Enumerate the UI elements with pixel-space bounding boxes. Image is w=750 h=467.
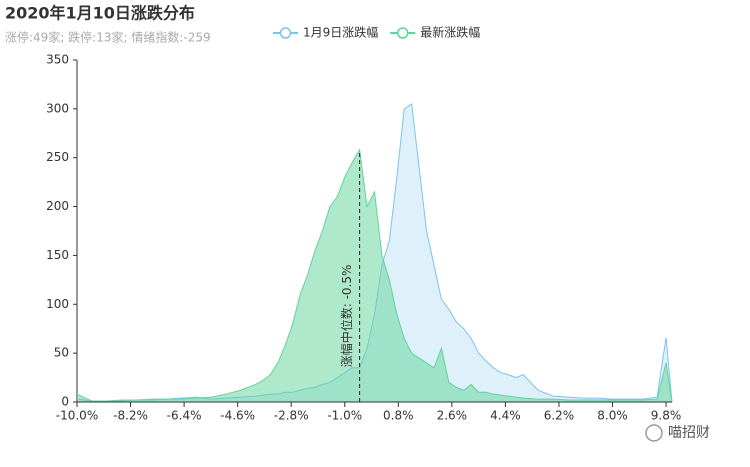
x-tick-label: -8.2% xyxy=(113,409,148,423)
legend-item: 最新涨跌幅 xyxy=(390,25,480,40)
series-line xyxy=(76,148,673,403)
x-tick-label: 0.8% xyxy=(383,409,414,423)
chart-subtitle: 涨停:49家; 跌停:13家; 情绪指数:-259 xyxy=(5,30,211,45)
watermark-icon xyxy=(645,424,663,442)
x-tick-label: 6.2% xyxy=(544,409,575,423)
x-tick-label: 8.0% xyxy=(597,409,628,423)
y-tick-label: 300 xyxy=(46,101,69,115)
x-tick-label: 2.6% xyxy=(437,409,468,423)
legend-marker xyxy=(397,27,409,39)
legend-item: 1月9日涨跌幅 xyxy=(273,25,378,40)
watermark: 喵招财 xyxy=(645,424,710,442)
x-tick-label: -4.6% xyxy=(220,409,255,423)
y-tick-label: 50 xyxy=(54,346,69,360)
legend-marker xyxy=(279,27,292,39)
x-tick-label: -6.4% xyxy=(167,409,202,423)
legend-label: 最新涨跌幅 xyxy=(420,25,480,40)
y-tick-label: 100 xyxy=(46,297,69,311)
legend-label: 1月9日涨跌幅 xyxy=(303,25,378,40)
y-tick-label: 0 xyxy=(61,395,69,409)
x-tick-label: -2.8% xyxy=(274,409,309,423)
x-tick-label: 9.8% xyxy=(651,409,682,423)
x-tick-label: -10.0% xyxy=(56,409,98,423)
y-tick-label: 350 xyxy=(46,53,69,67)
watermark-text: 喵招财 xyxy=(668,425,710,441)
series-area xyxy=(77,149,672,402)
median-annotation: 涨幅中位数: -0.5% xyxy=(339,265,354,368)
x-tick-label: -1.0% xyxy=(327,409,362,423)
y-tick-label: 150 xyxy=(46,248,69,262)
chart-title: 2020年1月10日涨跌分布 xyxy=(5,4,195,23)
x-tick-label: 4.4% xyxy=(490,409,521,423)
y-tick-label: 200 xyxy=(46,199,69,213)
y-tick-label: 250 xyxy=(46,150,69,164)
